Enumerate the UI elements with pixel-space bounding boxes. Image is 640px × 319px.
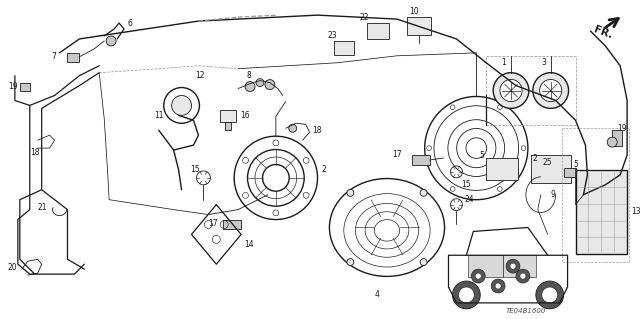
Text: 15: 15 [191,166,200,174]
Circle shape [420,189,427,196]
Circle shape [491,279,505,293]
Text: 2: 2 [533,153,538,162]
Circle shape [427,146,431,151]
Text: 2: 2 [321,166,326,174]
Text: 25: 25 [542,159,552,167]
Text: 13: 13 [631,207,640,216]
Text: 20: 20 [8,263,17,272]
Circle shape [289,124,297,132]
Bar [531,155,570,183]
Circle shape [506,259,520,273]
Bar [575,170,627,254]
Bar [486,56,575,125]
Text: 24: 24 [465,195,474,204]
Text: 17: 17 [392,150,402,159]
Circle shape [458,287,474,303]
Circle shape [520,273,526,279]
Circle shape [493,73,529,108]
Text: 19: 19 [8,82,17,91]
Circle shape [451,105,455,109]
Circle shape [471,269,485,283]
Circle shape [172,95,191,115]
Bar [612,130,622,146]
Bar [20,83,30,91]
Circle shape [265,80,275,90]
Text: 6: 6 [127,19,132,27]
Circle shape [273,140,279,146]
Text: 10: 10 [409,7,419,16]
Circle shape [243,158,248,163]
Text: 7: 7 [52,52,56,61]
Text: 17: 17 [209,219,218,228]
Bar [367,23,389,39]
Circle shape [106,36,116,46]
Bar [223,219,241,229]
Bar [468,255,503,277]
Text: 16: 16 [240,111,250,120]
Text: 21: 21 [38,203,47,212]
Text: 9: 9 [550,190,556,199]
Circle shape [243,192,248,198]
Text: 18: 18 [30,148,39,157]
Text: 14: 14 [244,240,253,249]
Circle shape [607,137,617,147]
Circle shape [497,105,502,109]
Text: 3: 3 [541,58,546,67]
Text: 8: 8 [246,71,251,80]
Text: 12: 12 [195,71,205,80]
Text: TE04B1600: TE04B1600 [506,308,546,314]
Text: 1: 1 [502,58,506,67]
Text: 19: 19 [617,124,627,133]
Circle shape [521,146,526,151]
Circle shape [510,263,516,269]
Bar [220,110,236,122]
Bar [562,128,629,262]
Bar [486,158,518,180]
Text: 22: 22 [359,13,369,22]
Circle shape [452,281,480,309]
Circle shape [256,78,264,86]
Circle shape [451,187,455,191]
Text: 18: 18 [312,126,322,135]
Circle shape [516,269,530,283]
Text: 5: 5 [479,151,484,160]
Circle shape [347,189,354,196]
Text: 15: 15 [461,180,471,189]
Bar [334,41,355,55]
Circle shape [500,79,522,102]
Circle shape [540,79,562,102]
Circle shape [303,158,309,163]
Text: 5: 5 [573,160,579,169]
Circle shape [476,273,481,279]
Circle shape [347,259,354,265]
Bar [225,122,231,130]
Bar [67,53,79,62]
Text: 11: 11 [154,111,163,120]
Text: 4: 4 [374,290,380,300]
Text: FR.: FR. [593,25,614,41]
Circle shape [542,287,557,303]
Circle shape [497,187,502,191]
Circle shape [245,82,255,92]
Bar [503,255,536,277]
Text: 23: 23 [328,32,337,41]
Bar [407,17,431,35]
Circle shape [273,210,279,216]
Circle shape [303,192,309,198]
Circle shape [495,283,501,289]
Circle shape [536,281,564,309]
Circle shape [420,259,427,265]
Bar [412,155,429,165]
Bar [564,168,575,177]
Circle shape [533,73,568,108]
